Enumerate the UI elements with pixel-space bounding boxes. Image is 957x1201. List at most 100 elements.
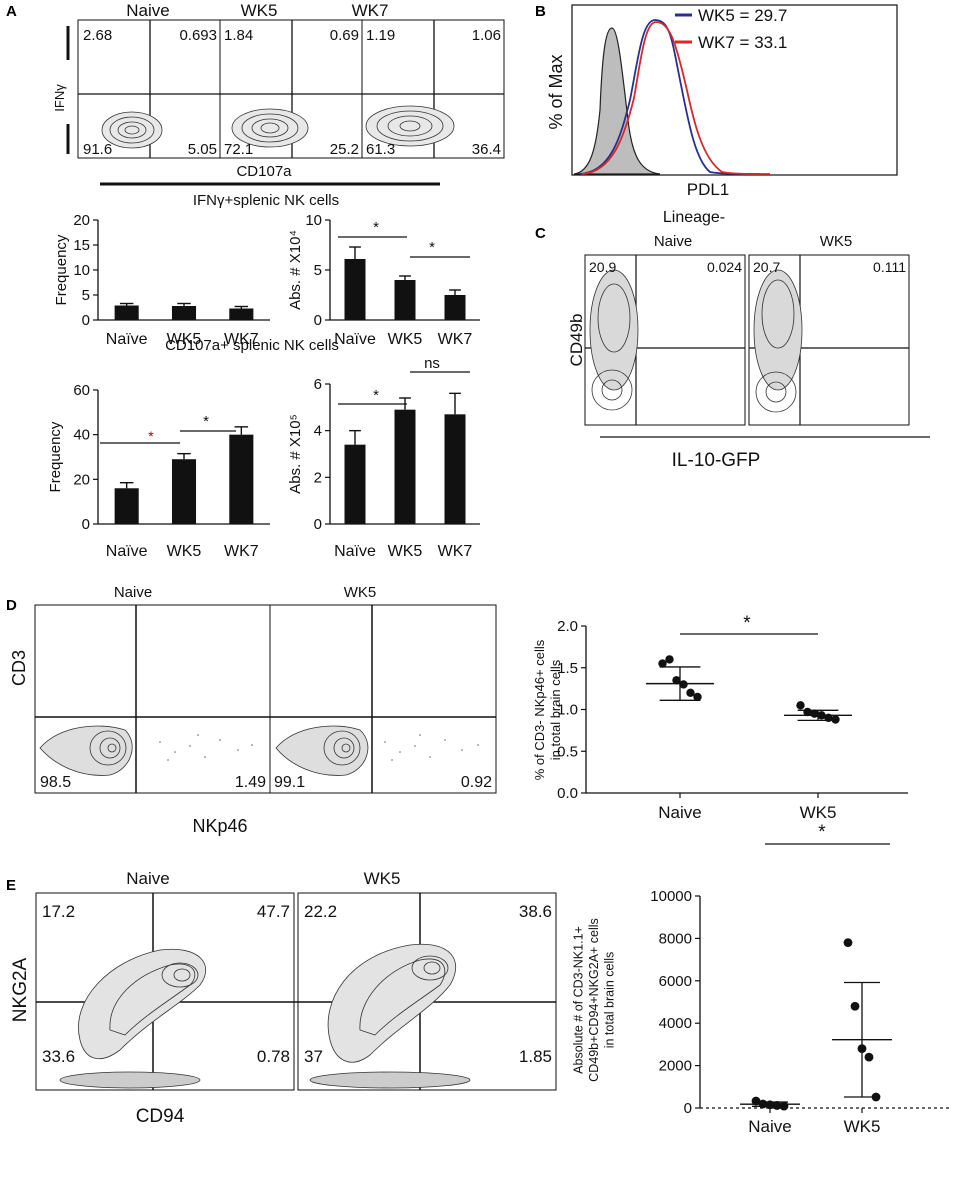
b-xlabel: PDL1 (687, 180, 730, 199)
a-flow-xlabel: CD107a (236, 163, 292, 180)
e-star: * (818, 822, 826, 843)
d-scatter-point (796, 701, 805, 710)
e-naive-ur: 47.7 (257, 902, 290, 921)
d-scatter-ytick-label: 2.0 (557, 618, 578, 635)
a-wk7-ll: 61.3 (366, 141, 395, 158)
c-wk5-ul: 20.7 (753, 259, 780, 275)
e-wk5-ur: 38.6 (519, 902, 552, 921)
d-scatter-point (672, 676, 681, 685)
b-ylabel: % of Max (546, 54, 566, 129)
a-ifn-abs-ytick-label: 5 (314, 262, 322, 279)
d-naive-ll: 98.5 (40, 774, 71, 791)
e-significance: * (765, 822, 890, 845)
e-ylabel: NKG2A (10, 957, 31, 1022)
d-scatter-dots (159, 734, 479, 761)
a-ifn-abs-category-label: WK5 (388, 331, 423, 348)
a-wk5-ll: 72.1 (224, 141, 253, 158)
c-group-naive: Naive (654, 233, 692, 250)
e-scatter-ytick-label: 0 (684, 1100, 692, 1117)
e-naive-ll: 33.6 (42, 1047, 75, 1066)
a-cd107-abs-ns: ns (424, 355, 440, 372)
d-scatter-point (658, 659, 667, 668)
e-scatter-point (864, 1052, 874, 1062)
e-wk5-ul: 22.2 (304, 902, 337, 921)
e-xlabel: CD94 (136, 1106, 185, 1127)
a-cd107-abs-chart: 0 2 4 6 Naïve WK5 WK7 Abs. # X10⁵ (287, 376, 480, 560)
a-cd107-abs-bar (394, 409, 416, 524)
d-significance: * (680, 613, 818, 635)
e-scatter-category-label: Naive (748, 1117, 791, 1136)
e-plot-wk5 (297, 892, 557, 1091)
a-wk5-ur: 0.69 (330, 27, 359, 44)
e-contours (59, 943, 471, 1089)
a-cd107-title: CD107a+ splenic NK cells (165, 337, 339, 354)
c-title: Lineage- (663, 209, 725, 226)
a-cd107-freq-chart: 0 20 40 60 Naïve WK5 WK7 Frequency (47, 382, 270, 560)
d-scatter-chart: 0.0 0.5 1.0 1.5 2.0 Naive WK5 % of CD3- NKp46+ … (532, 618, 908, 822)
a-wk7-ur: 1.06 (472, 27, 501, 44)
a-cd107-freq-category-label: Naïve (106, 543, 148, 560)
a-flow-ylabel: IFNγ (52, 84, 67, 112)
a-ifn-abs-category-label: Naïve (334, 331, 376, 348)
panel-a-flow: Naive WK5 WK7 2.68 0.693 91. (52, 1, 505, 186)
d-scatter-ytick-label: 1.0 (557, 702, 578, 719)
d-group-wk5: WK5 (344, 584, 377, 601)
d-scatter-ytick-label: 0.0 (557, 785, 578, 802)
a-naive-lr: 5.05 (188, 141, 217, 158)
panel-b-histogram: % of Max PDL1 WK5 = 29.7 WK7 = 33.1 (546, 4, 898, 199)
e-scatter-ytick-label: 4000 (659, 1015, 692, 1032)
e-scatter-ytick-label: 10000 (650, 888, 692, 905)
e-group-wk5: WK5 (364, 869, 401, 888)
a-wk7-ul: 1.19 (366, 27, 395, 44)
a-cd107-abs-star: * (373, 387, 379, 404)
c-group-wk5: WK5 (820, 233, 853, 250)
e-scatter-point (772, 1101, 782, 1110)
d-scatter-ytick-label: 1.5 (557, 660, 578, 677)
d-scatter-ylabel: % of CD3- NKp46+ cellsin total brain cel… (532, 639, 563, 780)
a-cd107-freq-bar (114, 488, 139, 524)
a-flow-plot-wk7 (361, 19, 505, 159)
a-ifn-abs-chart: 0 5 10 Naïve WK5 WK7 Abs. # X10⁴ (287, 212, 480, 348)
a-cd107-abs-ytick-label: 6 (314, 376, 322, 393)
a-cd107-abs-ylabel: Abs. # X10⁵ (287, 414, 304, 494)
a-cd107-freq-category-label: WK7 (224, 543, 259, 560)
d-wk5-ll: 99.1 (274, 774, 305, 791)
c-naive-ur: 0.024 (707, 259, 742, 275)
a-naive-ll: 91.6 (83, 141, 112, 158)
d-contours (39, 725, 369, 776)
a-ifn-abs-ytick-label: 0 (314, 312, 322, 329)
a-ifn-freq-ytick-label: 20 (73, 212, 90, 229)
e-scatter-point (751, 1096, 761, 1106)
a-ifn-freq-category-label: Naïve (106, 331, 148, 348)
e-scatter-ylabel: Absolute # of CD3-NK1.1+ CD49b+CD94+NKG2A… (572, 918, 617, 1082)
e-scatter-point (843, 938, 853, 948)
d-scatter-point (831, 715, 840, 724)
a-wk7-lr: 36.4 (472, 141, 501, 158)
e-wk5-ll: 37 (304, 1047, 323, 1066)
a-wk5-ul: 1.84 (224, 27, 253, 44)
b-isotype-curve (573, 27, 661, 175)
c-wk5-ur: 0.111 (873, 259, 906, 275)
panel-c-flow: Lineage- Naive WK5 20.9 0.024 20.7 0.111… (567, 209, 930, 471)
a-ifn-title: IFNγ+splenic NK cells (193, 192, 339, 209)
a-flow-contours (101, 105, 455, 149)
d-scatter-category-label: WK5 (800, 803, 837, 822)
a-cd107-freq-ytick-label: 60 (73, 382, 90, 399)
a-ifn-freq-category-label: WK7 (224, 331, 259, 348)
e-scatter-chart: 0 2000 4000 6000 8000 10000 Naive WK5 Absolute #… (572, 888, 950, 1136)
d-plot-wk5 (269, 604, 497, 794)
c-naive-ul: 20.9 (589, 259, 616, 275)
a-ifn-abs-bar (444, 295, 466, 320)
a-ifn-freq-ytick-label: 0 (82, 312, 90, 329)
e-scatter-ytick-label: 8000 (659, 930, 692, 947)
d-star: * (743, 613, 751, 634)
b-legend-wk7: WK7 = 33.1 (698, 33, 787, 52)
a-cd107-freq-category-label: WK5 (167, 543, 202, 560)
a-cd107-freq-star-2: * (203, 413, 209, 430)
a-ifn-freq-bar (229, 308, 254, 320)
a-ifn-freq-ylabel: Frequency (53, 234, 70, 305)
panel-a-label: A (6, 3, 17, 20)
e-scatter-category-label: WK5 (844, 1117, 881, 1136)
a-wk5-lr: 25.2 (330, 141, 359, 158)
c-xlabel: IL-10-GFP (672, 450, 761, 471)
